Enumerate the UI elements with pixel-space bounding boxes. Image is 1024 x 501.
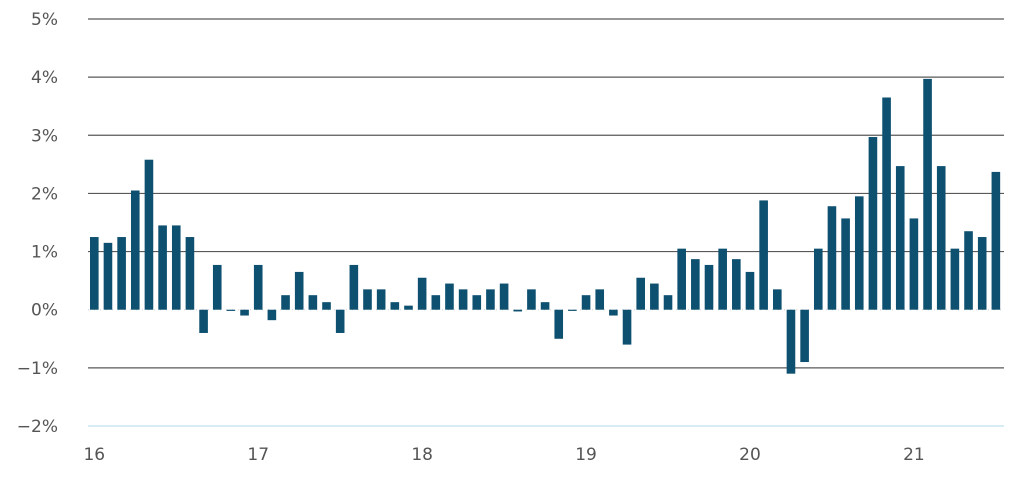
bar [486,289,495,310]
bar [854,196,864,310]
bar [827,206,837,310]
y-tick-label: 2% [31,184,58,204]
bar [472,295,482,310]
bar [267,309,277,321]
x-axis-tick-labels: 16 17 18 19 20 21 [83,445,924,465]
x-tick-label: 17 [247,445,269,465]
bar [609,309,618,316]
y-tick-label: −2% [17,417,58,437]
bar [732,259,741,310]
bar [813,248,823,310]
bar [882,97,891,310]
bar [895,166,905,310]
y-tick-label: 5% [31,10,58,30]
y-axis-tick-labels: −2% −1% 0% 1% 2% 3% 4% 5% [17,10,58,437]
bar [622,309,632,345]
bar [936,166,946,310]
bar [212,264,222,310]
bar [499,283,509,310]
bar [185,237,195,310]
bar [745,271,755,310]
bar [923,78,932,310]
bar [308,295,318,310]
bar [554,309,564,339]
bar [240,309,249,316]
bar [390,302,400,310]
bar [800,309,809,363]
bar [841,218,850,310]
bar [363,289,372,310]
bar [226,309,236,311]
bar [253,264,263,310]
y-tick-label: −1% [17,359,58,379]
bar [950,248,960,310]
y-tick-label: 4% [31,68,58,88]
bar [281,295,290,310]
y-tick-label: 3% [31,126,58,146]
bar [458,289,468,310]
bar [581,295,591,310]
bar [540,302,550,310]
x-tick-label: 16 [83,445,105,465]
bar [964,231,973,310]
bar [909,218,919,310]
bar [868,137,878,310]
bar [663,295,673,310]
bar [349,264,359,310]
bar [158,225,167,310]
x-tick-label: 21 [903,445,925,465]
y-tick-label: 0% [31,301,58,321]
bar [445,283,454,310]
bar [595,289,605,310]
bar [636,277,645,310]
bar [650,283,659,310]
bar [759,200,768,310]
bar [568,309,577,311]
x-tick-label: 19 [575,445,597,465]
bar-series [90,78,1001,374]
bar [335,309,345,333]
bar [103,242,113,310]
bar [431,295,441,310]
bar [977,237,987,310]
bar [90,237,99,310]
bar [404,305,413,310]
bar [704,264,714,310]
bar [677,248,686,310]
bar [991,171,1001,310]
bar [773,289,782,310]
bar [322,302,331,310]
gridlines [88,18,1004,427]
bar [718,248,727,310]
x-tick-label: 18 [411,445,433,465]
y-tick-label: 1% [31,243,58,263]
bar [691,259,700,310]
bar [130,190,140,310]
bar [117,237,126,310]
bar [376,289,386,310]
bar [527,289,536,310]
x-tick-label: 20 [739,445,761,465]
bar [294,271,304,310]
bar [199,309,208,333]
bar [786,309,796,374]
bar [144,159,154,310]
bar [513,309,523,312]
bar [171,225,181,310]
bar [417,277,427,310]
